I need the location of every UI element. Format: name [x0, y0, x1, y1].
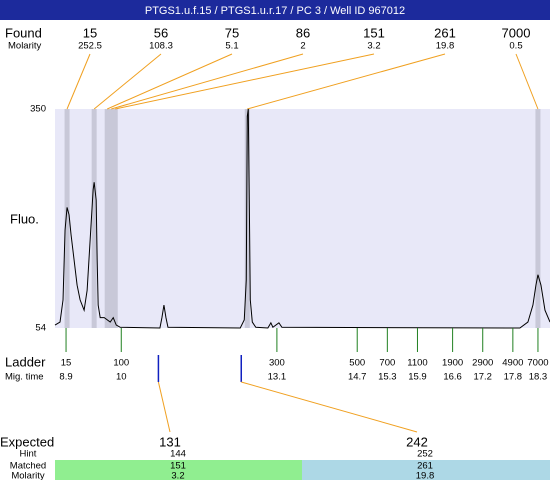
peak-band: [244, 109, 250, 328]
ladder-time: 18.3: [529, 372, 548, 383]
peak-band: [112, 109, 118, 328]
plot-area: [55, 109, 550, 328]
hint-label: Hint: [20, 449, 37, 460]
ladder-size: 1100: [407, 358, 427, 369]
matched-cell: [55, 460, 302, 480]
matched-cell: [302, 460, 550, 480]
ladder-size: 700: [379, 358, 395, 369]
peak-connector: [66, 53, 91, 110]
expected-molarity: 3.2: [171, 471, 184, 480]
found-size: 15: [83, 25, 97, 40]
y-tick-label: 350: [30, 104, 46, 115]
found-molarity: 3.2: [367, 41, 380, 52]
ladder-time: 10: [116, 372, 127, 383]
peak-band: [104, 109, 110, 328]
peak-connector: [115, 53, 375, 110]
y-axis-label: Fluo.: [10, 211, 39, 226]
y-tick-label: 54: [35, 323, 46, 334]
peak-connector: [247, 53, 446, 110]
ladder-time: 16.6: [443, 372, 462, 383]
found-size: 151: [363, 25, 385, 40]
expected-connector: [241, 381, 418, 433]
ladder-time: 8.9: [59, 372, 72, 383]
found-size: 86: [296, 25, 310, 40]
peak-band: [108, 109, 114, 328]
ladder-label: Ladder: [5, 354, 46, 369]
found-molarity: 0.5: [509, 41, 522, 52]
peak-connector: [515, 53, 539, 110]
ladder-size: 500: [349, 358, 365, 369]
ladder-size: 300: [269, 358, 285, 369]
found-molarity: 19.8: [436, 41, 455, 52]
peak-band: [64, 109, 70, 328]
found-molarity: 108.3: [149, 41, 173, 52]
molarity-label: Molarity: [8, 41, 42, 52]
expected-connector: [157, 381, 171, 433]
peak-connector: [107, 53, 233, 110]
ladder-size: 100: [113, 358, 129, 369]
peak-connector: [111, 53, 304, 110]
ladder-time: 13.1: [268, 372, 287, 383]
expected-label: Expected: [0, 434, 54, 449]
matched-label: Matched: [10, 461, 46, 472]
found-molarity: 252.5: [78, 41, 102, 52]
trace: [54, 108, 550, 329]
ladder-size: 1900: [442, 358, 463, 369]
ladder-size: 2900: [472, 358, 493, 369]
expected-matched: 261: [417, 461, 433, 472]
found-size: 7000: [502, 25, 531, 40]
peak-band: [91, 109, 97, 328]
found-size: 56: [154, 25, 168, 40]
ladder-time: 17.8: [504, 372, 523, 383]
found-size: 75: [225, 25, 239, 40]
peak-connector: [93, 53, 162, 110]
peak-band: [535, 109, 541, 328]
ladder-time: 15.9: [408, 372, 427, 383]
ladder-time: 17.2: [473, 372, 492, 383]
expected-matched: 151: [170, 461, 186, 472]
found-size: 261: [434, 25, 456, 40]
expected-size: 131: [159, 434, 181, 449]
expected-molarity-label: Molarity: [11, 471, 45, 480]
expected-hint: 144: [170, 449, 186, 460]
expected-marker: [157, 355, 160, 382]
ladder-size: 7000: [527, 358, 548, 369]
ladder-time: 14.7: [348, 372, 367, 383]
ladder-time: 15.3: [378, 372, 397, 383]
found-molarity: 2: [300, 41, 305, 52]
expected-size: 242: [406, 434, 428, 449]
found-label: Found: [5, 25, 42, 40]
header-bar: [0, 0, 550, 20]
ladder-size: 4900: [502, 358, 523, 369]
expected-hint: 252: [417, 449, 433, 460]
ladder-size: 15: [61, 358, 72, 369]
expected-marker: [240, 355, 243, 382]
header-title: PTGS1.u.f.15 / PTGS1.u.r.17 / PC 3 / Wel…: [145, 5, 405, 17]
expected-molarity: 19.8: [416, 471, 435, 480]
time-label: Mig. time: [5, 372, 44, 383]
found-molarity: 5.1: [225, 41, 238, 52]
